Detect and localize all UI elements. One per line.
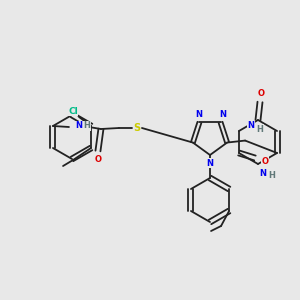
Text: O: O [261,157,268,166]
Text: N: N [206,158,214,167]
Text: H: H [268,172,275,181]
Text: N: N [219,110,226,119]
Text: N: N [260,169,266,178]
Text: N: N [75,122,82,130]
Text: O: O [257,88,265,98]
Text: S: S [134,123,140,133]
Text: H: H [83,122,90,130]
Text: N: N [248,122,254,130]
Text: N: N [195,110,202,119]
Text: O: O [94,155,101,164]
Text: H: H [256,124,263,134]
Text: Cl: Cl [68,106,78,116]
